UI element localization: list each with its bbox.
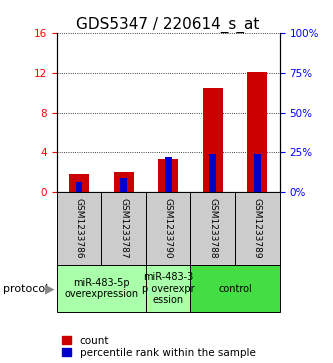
Text: GSM1233788: GSM1233788 (208, 198, 217, 259)
Text: GSM1233790: GSM1233790 (164, 198, 173, 259)
Bar (76, 182, 82, 192)
Bar (101, 192, 146, 265)
Bar (235, 192, 280, 265)
Bar (190, 192, 235, 265)
Text: control: control (218, 284, 252, 294)
Bar (114, 172, 134, 192)
Bar (69, 175, 89, 192)
Bar (120, 178, 127, 192)
Text: GSM1233789: GSM1233789 (253, 198, 262, 259)
Title: GDS5347 / 220614_s_at: GDS5347 / 220614_s_at (77, 16, 260, 33)
Legend: count, percentile rank within the sample: count, percentile rank within the sample (62, 336, 255, 358)
Bar (254, 154, 261, 192)
Bar (247, 72, 267, 192)
Bar (165, 157, 171, 192)
Text: miR-483-3
p overexpr
ession: miR-483-3 p overexpr ession (142, 272, 194, 305)
Text: ▶: ▶ (45, 282, 55, 295)
Bar (57, 192, 101, 265)
Text: miR-483-5p
overexpression: miR-483-5p overexpression (64, 278, 138, 299)
Bar (146, 192, 190, 265)
Bar (190, 265, 280, 312)
Text: GSM1233787: GSM1233787 (119, 198, 128, 259)
Text: protocol: protocol (3, 284, 49, 294)
Text: GSM1233786: GSM1233786 (74, 198, 84, 259)
Bar (146, 265, 190, 312)
Bar (57, 265, 146, 312)
Bar (158, 159, 178, 192)
Bar (203, 87, 223, 192)
Bar (209, 154, 216, 192)
